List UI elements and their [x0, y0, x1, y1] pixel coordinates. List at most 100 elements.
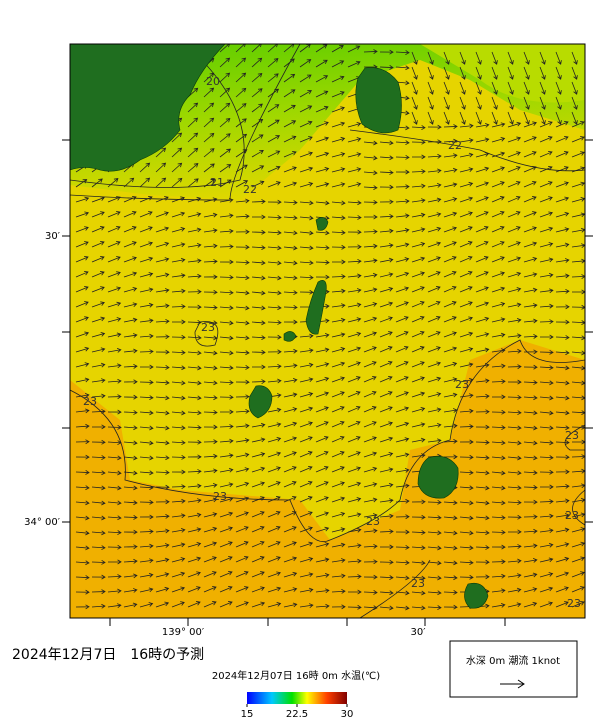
arrow [299, 406, 314, 413]
arrow [187, 132, 199, 143]
arrow [331, 167, 346, 173]
arrow [395, 184, 410, 190]
arrow [235, 214, 250, 219]
arrow [299, 603, 314, 608]
arrow [379, 391, 393, 398]
arrow [139, 425, 154, 431]
arrow [107, 485, 122, 491]
arrow [379, 214, 394, 219]
arrow [475, 378, 490, 384]
arrow [411, 125, 426, 130]
arrow [475, 393, 490, 399]
arrow [203, 586, 217, 593]
arrow [331, 558, 346, 563]
arrow [107, 588, 122, 594]
arrow [155, 484, 170, 490]
map: 20 21 22 22 23 23 23 23 23 23 23 23 23 [70, 44, 585, 618]
arrow [155, 162, 167, 173]
arrow [107, 409, 122, 415]
arrow [91, 347, 106, 353]
arrow [315, 260, 330, 265]
arrow [363, 316, 378, 323]
arrow [411, 315, 425, 323]
arrow [123, 573, 138, 579]
arrow [251, 88, 263, 98]
arrow [171, 484, 186, 490]
arrow [283, 377, 298, 383]
arrow [523, 334, 538, 339]
arrow [123, 333, 138, 338]
arrow [523, 226, 537, 233]
arrow [91, 286, 105, 293]
arrow [379, 575, 394, 580]
arrow [267, 320, 282, 325]
arrow [75, 545, 90, 551]
arrow [507, 514, 522, 520]
arrow [475, 137, 490, 143]
arrow [459, 51, 466, 65]
colorbar-tick-label: 22.5 [286, 709, 308, 720]
arrow [283, 304, 298, 310]
arrow [267, 260, 282, 266]
arrow [139, 177, 151, 188]
arrow [507, 111, 514, 125]
arrow [187, 410, 202, 416]
arrow [75, 346, 90, 353]
arrow [539, 380, 554, 386]
arrow [235, 481, 250, 488]
lat-label: 30′ [45, 231, 61, 242]
arrow [555, 51, 562, 65]
arrow [203, 512, 218, 518]
arrow [347, 137, 362, 143]
arrow [331, 481, 345, 488]
arrow [219, 87, 231, 98]
arrow [91, 271, 105, 278]
arrow [427, 438, 442, 444]
arrow [283, 73, 296, 83]
arrow [299, 348, 314, 353]
arrow [571, 289, 585, 295]
arrow [379, 605, 394, 611]
arrow [379, 375, 393, 383]
arrow [171, 527, 186, 533]
arrow [411, 514, 426, 520]
arrow [155, 499, 170, 505]
arrow [491, 379, 506, 384]
arrow [251, 586, 265, 593]
arrow [155, 226, 170, 233]
arrow [139, 602, 154, 608]
arrow [331, 511, 346, 518]
arrow [187, 483, 202, 489]
arrow [555, 242, 570, 248]
arrow [187, 556, 202, 563]
arrow [507, 558, 522, 564]
arrow [459, 515, 474, 521]
arrow [459, 181, 474, 188]
arrow [267, 73, 279, 83]
arrow [123, 455, 138, 461]
arrow [347, 229, 362, 235]
arrow [427, 530, 442, 536]
arrow [171, 395, 186, 401]
arrow [507, 166, 521, 173]
arrow [331, 230, 346, 235]
arrow [139, 529, 154, 534]
arrow [251, 275, 266, 281]
arrow [267, 44, 278, 53]
arrow [331, 274, 346, 279]
arrow [315, 59, 328, 68]
arrow [395, 316, 409, 323]
arrow [571, 439, 585, 445]
arrow [107, 301, 122, 308]
arrow [443, 438, 458, 444]
arrow [155, 557, 170, 563]
arrow [203, 243, 218, 249]
sea-cool [70, 44, 585, 200]
arrow [139, 514, 154, 520]
arrow [411, 560, 426, 566]
arrow [491, 544, 506, 550]
arrow [75, 256, 89, 263]
arrow [299, 377, 314, 383]
arrow [491, 332, 506, 338]
arrow [251, 511, 265, 518]
